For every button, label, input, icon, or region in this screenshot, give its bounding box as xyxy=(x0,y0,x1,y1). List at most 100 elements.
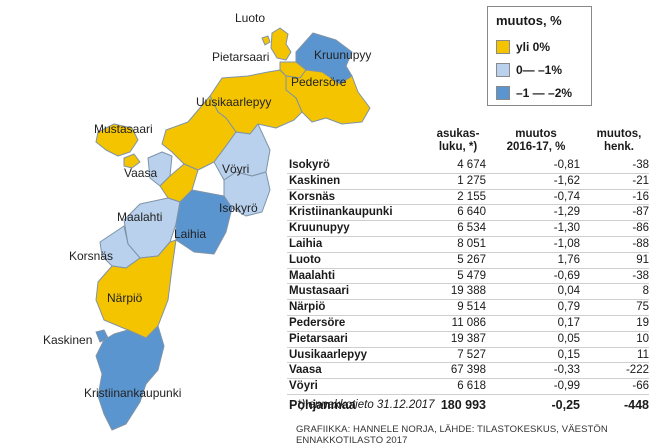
cell-change-pct: -0,25 xyxy=(551,397,581,412)
table-row: Vöyri 6 618 -0,99 -66 xyxy=(287,378,649,395)
cell-population: 5 267 xyxy=(415,252,486,269)
municipality-kristiinankaupunki[interactable] xyxy=(95,325,165,431)
table-row: Pietarsaari 19 387 0,05 10 xyxy=(287,331,649,348)
cell-change-pct: -0,74 xyxy=(486,189,580,206)
cell-change-pct: 0,04 xyxy=(486,283,580,301)
map-label-korsnas: Korsnäs xyxy=(69,249,114,263)
cell-change-persons: -222 xyxy=(580,362,649,380)
map-label-laihia: Laihia xyxy=(174,227,207,241)
cell-name: Korsnäs xyxy=(287,189,415,206)
cell-population: 2 155 xyxy=(415,189,486,206)
legend-label: –1 — –2% xyxy=(516,86,573,100)
cell-population: 4 674 xyxy=(415,158,486,174)
header-change-pct-line2: 2016-17, % xyxy=(506,141,566,153)
cell-name: Laihia xyxy=(287,236,415,253)
map-label-luoto: Luoto xyxy=(235,11,266,25)
map-label-maalahti: Maalahti xyxy=(117,210,163,224)
header-population-line2: luku, *) xyxy=(438,141,478,153)
cell-change-pct: -0,33 xyxy=(486,362,580,380)
cell-name: Vöyri xyxy=(287,378,415,395)
table-total-row: Pohjanmaa 180 993 -0,25 -448 xyxy=(287,394,649,412)
cell-change-persons: -88 xyxy=(580,236,649,253)
cell-change-persons: -16 xyxy=(580,189,649,206)
legend-label: 0— –1% xyxy=(516,63,563,77)
table-row: Isokyrö 4 674 -0,81 -38 xyxy=(287,158,649,174)
cell-change-pct: 0,17 xyxy=(486,315,580,332)
cell-population: 19 388 xyxy=(415,283,486,301)
cell-name: Isokyrö xyxy=(287,158,415,174)
cell-population: 19 387 xyxy=(415,331,486,348)
map-label-mustasaari: Mustasaari xyxy=(94,122,153,136)
municipality-mustasaari[interactable] xyxy=(95,123,139,157)
cell-change-persons: -21 xyxy=(580,173,649,190)
cell-change-persons: 11 xyxy=(580,347,649,364)
cell-name: Pietarsaari xyxy=(287,331,415,348)
municipality-narpio[interactable] xyxy=(95,239,177,339)
cell-change-pct: -1,62 xyxy=(486,173,580,190)
table-row: Maalahti 5 479 -0,69 -38 xyxy=(287,268,649,285)
header-population-line1: asukas- xyxy=(436,128,480,140)
cell-population: 6 534 xyxy=(415,220,486,237)
cell-change-persons: 75 xyxy=(580,299,649,316)
legend-swatch xyxy=(496,40,510,54)
map-label-kaskinen: Kaskinen xyxy=(43,333,93,347)
cell-population: 7 527 xyxy=(415,347,486,364)
table-row: Kruunupyy 6 534 -1,30 -86 xyxy=(287,220,649,237)
map-label-pedersore: Pedersöre xyxy=(291,75,347,89)
table-row: Laihia 8 051 -1,08 -88 xyxy=(287,236,649,253)
municipality-luoto[interactable] xyxy=(270,27,292,61)
header-change-pct: muutos 2016-17, % xyxy=(495,128,577,154)
header-population: asukas- luku, *) xyxy=(430,128,486,154)
legend-swatch xyxy=(496,63,510,77)
cell-name: Maalahti xyxy=(287,268,415,285)
table-row: Kaskinen 1 275 -1,62 -21 xyxy=(287,173,649,190)
table-row: Korsnäs 2 155 -0,74 -16 xyxy=(287,189,649,206)
map-label-voyri: Vöyri xyxy=(222,162,250,176)
cell-change-persons: -38 xyxy=(580,158,649,174)
table-row: Vaasa 67 398 -0,33 -222 xyxy=(287,362,649,380)
cell-change-pct: 0,79 xyxy=(486,299,580,316)
cell-name: Luoto xyxy=(287,252,415,269)
luoto-island xyxy=(261,35,271,46)
cell-change-persons: 19 xyxy=(580,315,649,332)
cell-change-persons: -86 xyxy=(580,220,649,237)
table-row: Pedersöre 11 086 0,17 19 xyxy=(287,315,649,332)
cell-name: Vaasa xyxy=(287,362,415,380)
legend-item-over-0: yli 0% xyxy=(496,39,550,55)
legend-swatch xyxy=(496,86,510,100)
cell-change-pct: -1,29 xyxy=(486,204,580,222)
municipality-laihia[interactable] xyxy=(175,189,233,255)
table-row: Närpiö 9 514 0,79 75 xyxy=(287,299,649,316)
cell-change-persons: -87 xyxy=(580,204,649,222)
table-row: Mustasaari 19 388 0,04 8 xyxy=(287,283,649,301)
cell-name: Närpiö xyxy=(287,299,415,316)
cell-change-pct: 0,15 xyxy=(486,347,580,364)
legend: muutos, % yli 0% 0— –1% –1 — –2% xyxy=(487,6,592,106)
cell-name: Kristiinankaupunki xyxy=(287,204,415,222)
cell-change-persons: -38 xyxy=(580,268,649,285)
cell-change-pct: -0,69 xyxy=(486,268,580,285)
map-label-pietarsaari: Pietarsaari xyxy=(212,50,270,64)
cell-population: 1 275 xyxy=(415,173,486,190)
cell-change-persons: -66 xyxy=(580,378,649,395)
cell-change-pct: -1,30 xyxy=(486,220,580,237)
cell-population: 67 398 xyxy=(415,362,486,380)
cell-change-pct: -0,81 xyxy=(486,158,580,174)
header-change-pct-line1: muutos xyxy=(515,128,557,140)
map-label-uusikaarlepyy: Uusikaarlepyy xyxy=(196,95,272,109)
table-row: Luoto 5 267 1,76 91 xyxy=(287,252,649,269)
header-change-persons-line2: henk. xyxy=(603,141,635,153)
cell-change-persons: 10 xyxy=(580,331,649,348)
cell-change-pct: 1,76 xyxy=(486,252,580,269)
credit-line: GRAFIIKKA: HANNELE NORJA, LÄHDE: TILASTO… xyxy=(296,424,608,446)
map-label-kristiinankaupunki: Kristiinankaupunki xyxy=(84,386,182,400)
cell-population: 6 618 xyxy=(415,378,486,395)
cell-change-persons: 8 xyxy=(580,283,649,301)
legend-label: yli 0% xyxy=(516,40,551,54)
cell-population: 11 086 xyxy=(415,315,486,332)
cell-population: 180 993 xyxy=(440,397,486,412)
cell-change-pct: -0,99 xyxy=(486,378,580,395)
mustasaari-island xyxy=(123,153,141,169)
cell-population: 8 051 xyxy=(415,236,486,253)
cell-name: Pohjanmaa xyxy=(289,397,356,412)
